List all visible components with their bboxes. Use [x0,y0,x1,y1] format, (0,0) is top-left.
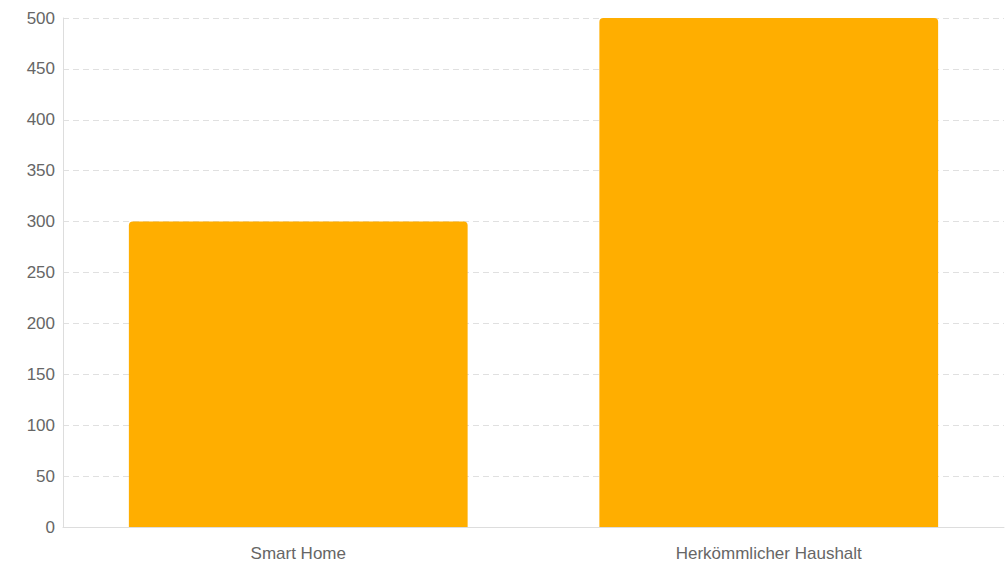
svg-text:250: 250 [27,263,55,282]
svg-text:Herkömmlicher Haushalt: Herkömmlicher Haushalt [676,544,862,563]
svg-text:450: 450 [27,59,55,78]
svg-text:350: 350 [27,161,55,180]
svg-text:50: 50 [36,467,55,486]
svg-text:400: 400 [27,110,55,129]
svg-text:0: 0 [46,518,55,537]
svg-text:150: 150 [27,365,55,384]
svg-text:200: 200 [27,314,55,333]
svg-text:500: 500 [27,9,55,28]
svg-text:100: 100 [27,416,55,435]
svg-text:Smart Home: Smart Home [251,544,346,563]
svg-text:300: 300 [27,212,55,231]
